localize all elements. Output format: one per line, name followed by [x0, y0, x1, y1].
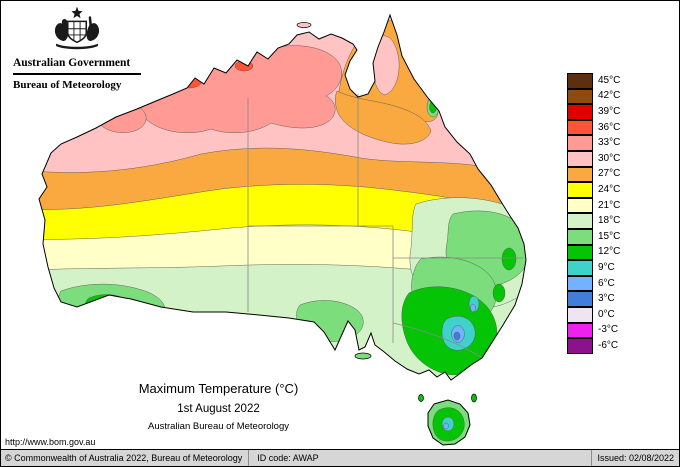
legend-swatch	[567, 291, 593, 307]
flinders-island	[471, 393, 477, 403]
legend-label: 0°C	[598, 308, 615, 320]
legend-label: 15°C	[598, 230, 621, 242]
emu-icon	[86, 16, 100, 42]
legend-label: 24°C	[598, 183, 621, 195]
legend-swatch	[567, 166, 593, 183]
region-3c-alpine-peak	[453, 331, 461, 341]
legend-swatch	[567, 150, 593, 167]
region-27c-gulf-country	[335, 90, 432, 145]
legend-swatch	[567, 213, 593, 229]
legend-swatch	[567, 322, 593, 339]
legend-entry: 24°C	[567, 182, 620, 198]
region-12c-tablelands	[492, 283, 506, 303]
legend-swatch	[567, 104, 593, 120]
melville-island	[296, 22, 312, 28]
region-12c-southwest-corner	[84, 294, 133, 328]
state-borders	[247, 94, 523, 359]
mainland-coastline	[38, 13, 527, 381]
legend-label: 36°C	[598, 121, 621, 133]
legend-swatch	[567, 260, 593, 276]
legend-swatch	[567, 73, 593, 89]
temperature-legend: 45°C 42°C 39°C 36°C 33°C 30°C 27°C 24°C 21°C 18°C…	[567, 73, 620, 354]
map-titles: Maximum Temperature (°C) 1st August 2022…	[66, 381, 371, 432]
legend-swatch	[567, 244, 593, 261]
legend-label: 21°C	[598, 199, 621, 211]
government-title: Australian Government	[13, 57, 141, 75]
shield-icon	[66, 20, 88, 44]
legend-entry: 0°C	[567, 306, 620, 323]
legend-entry: 39°C	[567, 104, 620, 120]
legend-label: 12°C	[598, 246, 621, 258]
banner-icon	[56, 43, 98, 50]
region-6c-tasmania	[443, 422, 449, 430]
legend-entry: 45°C	[567, 73, 620, 89]
legend-entry: 33°C	[567, 135, 620, 151]
legend-swatch	[567, 119, 593, 136]
legend-label: 9°C	[598, 261, 615, 273]
government-header: Australian Government Bureau of Meteorol…	[13, 5, 141, 91]
id-code-text: ID code: AWAP	[257, 453, 319, 463]
map-date: 1st August 2022	[177, 403, 260, 415]
map-title: Maximum Temperature (°C)	[138, 381, 299, 396]
tasmania-temperature-patches	[432, 407, 465, 442]
issued-text: Issued: 02/08/2022	[597, 453, 674, 463]
legend-label: 45°C	[598, 74, 621, 86]
bureau-title: Bureau of Meteorology	[13, 79, 122, 91]
legend-label: 42°C	[598, 90, 621, 102]
legend-label: 3°C	[598, 293, 615, 305]
legend-label: 39°C	[598, 105, 621, 117]
bom-url: http://www.bom.gov.au	[5, 437, 96, 447]
shield-quarters	[68, 21, 86, 41]
legend-entry: 15°C	[567, 228, 621, 245]
legend-entry: 12°C	[567, 244, 621, 261]
map-organisation: Australian Bureau of Meteorology	[148, 421, 289, 432]
legend-swatch	[567, 338, 593, 354]
legend-label: -6°C	[598, 339, 619, 351]
kangaroo-icon	[54, 18, 69, 42]
region-6c-spot	[470, 303, 476, 313]
legend-entry: 6°C	[567, 275, 620, 292]
legend-label: 33°C	[598, 137, 621, 149]
legend-swatch	[567, 197, 593, 214]
status-bar: © Commonwealth of Australia 2022, Bureau…	[1, 449, 679, 466]
region-33c-kimberley	[135, 45, 342, 134]
legend-entry: 9°C	[567, 260, 620, 276]
kangaroo-island	[354, 352, 372, 360]
legend-swatch	[567, 306, 593, 323]
coat-of-arms-icon	[54, 6, 100, 50]
copyright-text: © Commonwealth of Australia 2022, Bureau…	[5, 453, 243, 463]
legend-label: 27°C	[598, 168, 621, 180]
region-12c-tablelands	[501, 247, 517, 271]
statusbar-divider	[248, 450, 250, 466]
tasmania-coastline	[427, 399, 471, 446]
legend-label: 30°C	[598, 152, 621, 164]
coastline	[38, 13, 527, 446]
legend-entry: 42°C	[567, 88, 621, 105]
legend-swatch	[567, 275, 593, 292]
legend-swatch	[567, 228, 593, 245]
legend-swatch	[567, 182, 593, 198]
legend-swatch	[567, 88, 593, 105]
legend-label: -3°C	[598, 324, 619, 336]
legend-label: 18°C	[598, 215, 621, 227]
islands	[296, 22, 477, 403]
statusbar-divider	[591, 450, 593, 466]
legend-label: 6°C	[598, 277, 615, 289]
legend-entry: 18°C	[567, 213, 620, 229]
legend-entry: 3°C	[567, 291, 620, 307]
legend-entry: 30°C	[567, 150, 621, 167]
king-island	[418, 394, 424, 402]
legend-entry: 21°C	[567, 197, 621, 214]
legend-entry: 36°C	[567, 119, 621, 136]
legend-entry: -3°C	[567, 322, 620, 339]
legend-entry: 27°C	[567, 166, 621, 183]
legend-swatch	[567, 135, 593, 151]
nsw-vic-border	[392, 322, 483, 359]
legend-entry: -6°C	[567, 338, 620, 354]
commonwealth-star-icon	[71, 6, 83, 19]
legend-rows: 45°C 42°C 39°C 36°C 33°C 30°C 27°C 24°C 21°C 18°C…	[567, 73, 620, 354]
